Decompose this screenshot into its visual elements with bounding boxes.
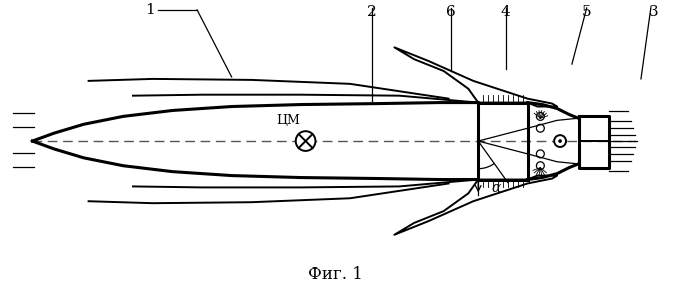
Text: 6: 6	[446, 5, 456, 19]
Text: Фиг. 1: Фиг. 1	[308, 266, 363, 283]
Text: 4: 4	[501, 5, 511, 19]
Text: 2: 2	[367, 5, 376, 19]
Text: 5: 5	[582, 5, 591, 19]
Circle shape	[296, 131, 315, 151]
Text: 1: 1	[145, 3, 155, 17]
Text: ЦМ: ЦМ	[276, 114, 299, 127]
Text: α: α	[491, 181, 500, 195]
Circle shape	[558, 139, 562, 143]
Text: 3: 3	[649, 5, 659, 19]
Circle shape	[554, 135, 566, 147]
